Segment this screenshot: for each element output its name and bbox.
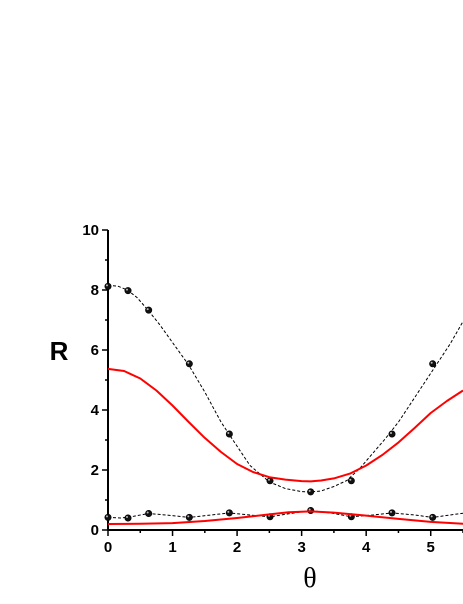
data-point: [347, 477, 355, 485]
data-point: [185, 360, 193, 368]
data-point: [104, 513, 112, 521]
data-point: [429, 513, 437, 521]
y-axis-title: R: [50, 336, 69, 366]
y-tick-label: 6: [91, 342, 99, 359]
data-point-highlight: [126, 516, 129, 518]
data-point: [145, 509, 153, 517]
data-point: [388, 509, 396, 517]
data-point-highlight: [106, 284, 108, 287]
data-point-highlight: [430, 361, 433, 364]
data-point-highlight: [390, 432, 392, 434]
data-point-highlight: [268, 478, 271, 481]
y-tick-label: 8: [91, 282, 99, 299]
data-point: [185, 513, 193, 521]
data-point-highlight: [349, 514, 352, 517]
data-point-highlight: [146, 511, 149, 514]
data-point-highlight: [187, 361, 190, 364]
y-tick-label: 2: [91, 462, 99, 479]
x-axis-title: θ: [303, 563, 316, 594]
x-tick-label: 5: [427, 539, 435, 556]
x-tick-label: 0: [104, 539, 112, 556]
red-model-line: [107, 367, 463, 483]
data-point-highlight: [227, 510, 230, 513]
data-point: [124, 514, 132, 522]
x-tick-label: 1: [168, 539, 176, 556]
data-point-highlight: [430, 515, 433, 518]
data-point-highlight: [308, 489, 311, 492]
data-point: [429, 360, 437, 368]
y-tick-label: 0: [91, 522, 99, 539]
x-tick-label: 4: [362, 539, 371, 556]
data-point-highlight: [187, 515, 190, 518]
data-point: [388, 430, 396, 438]
data-point-highlight: [146, 308, 149, 311]
axes: 0 2 4 6 8 10 0 1 2 3 4 5: [82, 222, 463, 556]
data-point: [124, 287, 132, 295]
y-tick-label: 10: [82, 222, 99, 239]
data-point: [225, 430, 233, 438]
y-tick-label: 4: [91, 402, 100, 419]
data-point: [145, 306, 153, 314]
data-point: [104, 282, 112, 290]
dashed-series-line: [107, 510, 463, 519]
data-point-highlight: [349, 478, 352, 481]
data-point: [307, 488, 315, 496]
data-point-highlight: [308, 508, 311, 511]
series-layer: [104, 282, 463, 525]
dashed-series-line: [107, 285, 463, 493]
data-point-highlight: [126, 288, 129, 291]
red-model-line: [107, 510, 463, 525]
x-tick-label: 3: [297, 539, 305, 556]
data-point-highlight: [227, 432, 230, 434]
data-point: [225, 509, 233, 517]
data-point-highlight: [390, 510, 392, 513]
data-point-highlight: [106, 515, 108, 518]
x-tick-label: 2: [233, 539, 241, 556]
